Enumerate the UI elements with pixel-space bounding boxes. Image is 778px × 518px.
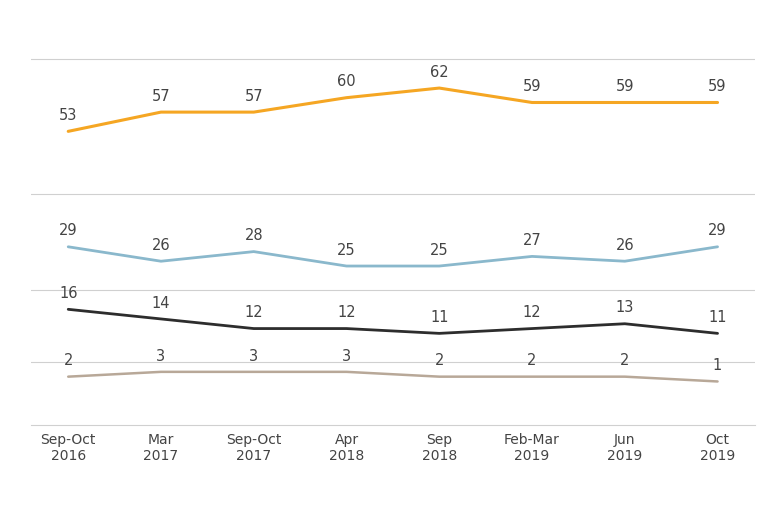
Text: 29: 29 — [708, 223, 727, 238]
Text: 12: 12 — [244, 305, 263, 320]
Text: 28: 28 — [244, 228, 263, 243]
Text: 2: 2 — [620, 353, 629, 368]
Text: 11: 11 — [708, 310, 727, 325]
Text: 14: 14 — [152, 296, 170, 311]
Text: 59: 59 — [523, 79, 541, 94]
Text: 57: 57 — [244, 89, 263, 104]
Text: 27: 27 — [523, 233, 541, 248]
Text: 3: 3 — [156, 349, 166, 364]
Text: 62: 62 — [430, 65, 449, 80]
Text: 1: 1 — [713, 358, 722, 373]
Text: 25: 25 — [430, 243, 449, 257]
Text: 3: 3 — [342, 349, 351, 364]
Text: 2: 2 — [527, 353, 537, 368]
Text: 11: 11 — [430, 310, 449, 325]
Text: 53: 53 — [59, 108, 78, 123]
Text: 2: 2 — [435, 353, 444, 368]
Text: 26: 26 — [615, 238, 634, 253]
Text: 3: 3 — [249, 349, 258, 364]
Text: 29: 29 — [59, 223, 78, 238]
Text: 26: 26 — [152, 238, 170, 253]
Text: 60: 60 — [337, 75, 356, 89]
Text: 16: 16 — [59, 286, 78, 301]
Text: 25: 25 — [337, 243, 356, 257]
Text: 12: 12 — [337, 305, 356, 320]
Text: 59: 59 — [615, 79, 634, 94]
Text: 2: 2 — [64, 353, 73, 368]
Text: 59: 59 — [708, 79, 727, 94]
Text: 57: 57 — [152, 89, 170, 104]
Text: 12: 12 — [523, 305, 541, 320]
Text: 13: 13 — [615, 300, 634, 315]
